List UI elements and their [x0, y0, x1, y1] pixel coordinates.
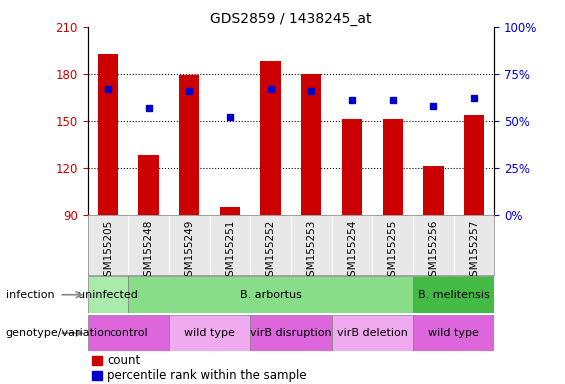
Text: GSM155251: GSM155251	[225, 220, 235, 283]
Text: wild type: wild type	[428, 328, 479, 338]
Bar	[88, 276, 128, 313]
Text: genotype/variation: genotype/variation	[6, 328, 112, 338]
Text: GSM155254: GSM155254	[347, 220, 357, 283]
Text: GSM155249: GSM155249	[184, 220, 194, 283]
Text: percentile rank within the sample: percentile rank within the sample	[107, 369, 307, 382]
Bar	[128, 276, 413, 313]
Bar	[179, 76, 199, 215]
Text: virB deletion: virB deletion	[337, 328, 408, 338]
Bar	[301, 74, 321, 215]
Text: GSM155257: GSM155257	[469, 220, 479, 283]
Text: GSM155252: GSM155252	[266, 220, 276, 283]
Bar	[383, 119, 403, 215]
Text: B. melitensis: B. melitensis	[418, 290, 489, 300]
Bar	[250, 315, 332, 351]
Text: count: count	[107, 354, 140, 367]
Bar	[260, 61, 281, 215]
Text: GSM155205: GSM155205	[103, 220, 113, 283]
Text: GSM155256: GSM155256	[428, 220, 438, 283]
Text: infection: infection	[6, 290, 54, 300]
Text: wild type: wild type	[184, 328, 235, 338]
Title: GDS2859 / 1438245_at: GDS2859 / 1438245_at	[210, 12, 372, 26]
Bar	[169, 315, 250, 351]
Text: control: control	[109, 328, 147, 338]
Bar	[98, 53, 118, 215]
Bar	[220, 207, 240, 215]
Bar	[88, 315, 169, 351]
Text: B. arbortus: B. arbortus	[240, 290, 302, 300]
Bar	[413, 315, 494, 351]
Text: GSM155253: GSM155253	[306, 220, 316, 283]
Bar	[92, 356, 102, 366]
Text: GSM155248: GSM155248	[144, 220, 154, 283]
Bar	[92, 371, 102, 380]
Bar	[423, 166, 444, 215]
Text: virB disruption: virB disruption	[250, 328, 332, 338]
Bar	[342, 119, 362, 215]
Text: uninfected: uninfected	[78, 290, 138, 300]
Bar	[464, 115, 484, 215]
Bar	[138, 156, 159, 215]
Text: GSM155255: GSM155255	[388, 220, 398, 283]
Bar	[413, 276, 494, 313]
Bar	[332, 315, 413, 351]
